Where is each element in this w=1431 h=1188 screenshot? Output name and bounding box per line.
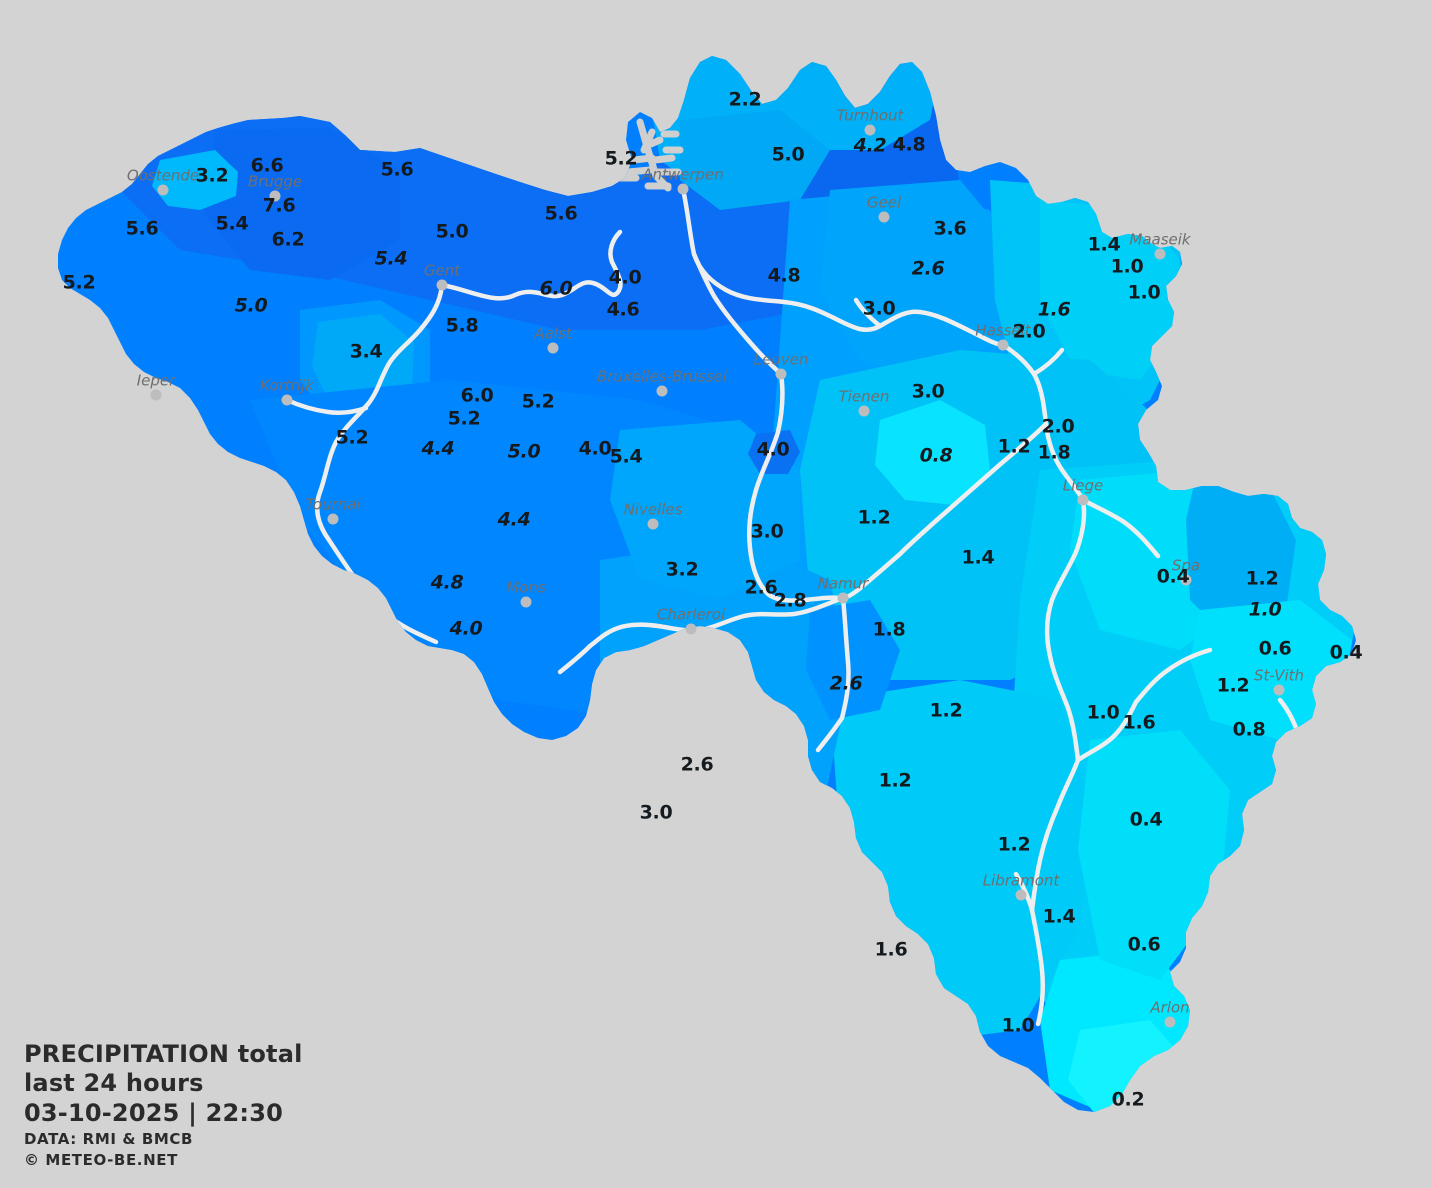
caption-title: PRECIPITATION total [24,1040,303,1068]
band-lightcyan-eastlux [1078,730,1230,980]
caption-datetime: 03-10-2025 | 22:30 [24,1098,283,1127]
map-caption: PRECIPITATION total last 24 hours 03-10-… [24,1040,303,1171]
band-azure-spa-east [1186,480,1296,640]
band-dark-blue-brugge [205,128,400,280]
band-bright-cyan-min08 [875,400,990,505]
antwerpen-harbour [610,118,684,192]
caption-copyright: © METEO-BE.NET [24,1151,178,1170]
caption-data-source: DATA: RMI & BMCB [24,1129,194,1148]
band-cyan-antwerp2 [680,110,830,210]
band-cyan-kortrijk2 [312,314,414,408]
band-spot-leuven40 [748,430,800,474]
band-cyan-oostende [152,150,238,210]
band-cyan-maaseik [1040,200,1180,380]
caption-period: last 24 hours [24,1069,204,1098]
band-lightcyan-stvith [1190,600,1352,740]
band-darkazure-dinant [806,600,900,720]
